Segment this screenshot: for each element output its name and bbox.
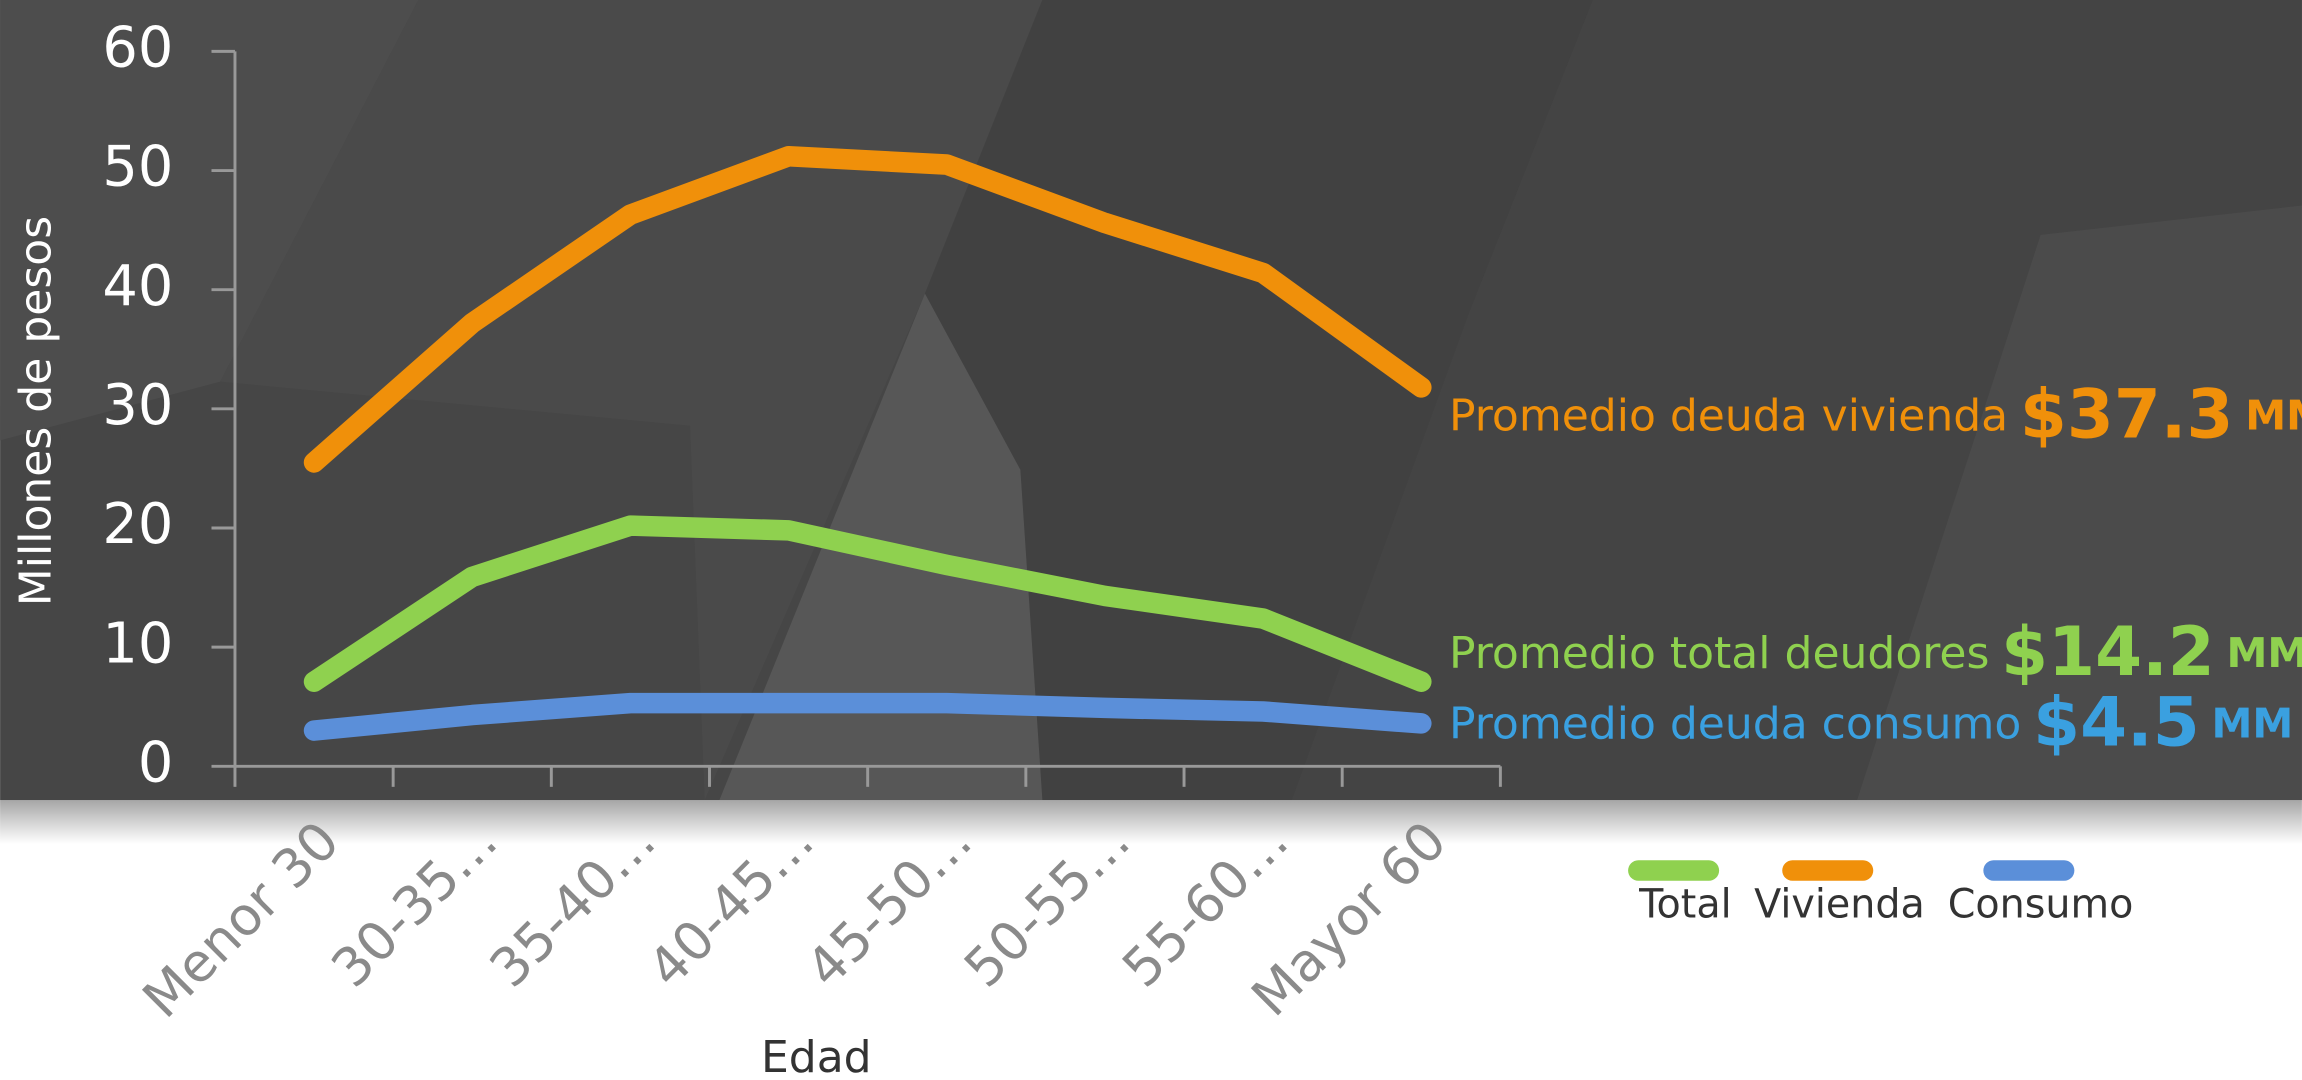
y-tick-label: 30: [102, 373, 173, 438]
series-line: [303, 515, 1432, 692]
annotation-unit: MM: [2245, 391, 2302, 439]
annotation-value: $37.3: [2020, 374, 2234, 453]
annotation-text: Promedio total deudores: [1449, 628, 1989, 679]
annotation-unit: MM: [2211, 700, 2293, 748]
legend-label: Consumo: [1948, 882, 2134, 928]
x-axis-label: Edad: [761, 1032, 872, 1080]
y-tick-label: 50: [102, 135, 173, 200]
series-line: [303, 692, 1432, 741]
annotation: Promedio deuda consumo $4.5 MM: [1449, 682, 2293, 761]
y-tick-label: 60: [102, 16, 173, 81]
legend-label: Total: [1638, 882, 1732, 928]
annotation-text: Promedio deuda consumo: [1449, 699, 2021, 750]
y-tick-label: 40: [102, 254, 173, 319]
legend-label: Vivienda: [1754, 882, 1925, 928]
annotation-value: $14.2: [2001, 612, 2215, 691]
y-tick-label: 0: [138, 730, 173, 795]
y-tick-label: 20: [102, 492, 173, 557]
y-tick-label: 10: [102, 611, 173, 676]
series-line: [303, 145, 1432, 473]
background: [0, 0, 2302, 845]
annotation-text: Promedio deuda vivienda: [1449, 390, 2008, 441]
y-axis-label: Millones de pesos: [10, 216, 61, 606]
annotation-unit: MM: [2226, 629, 2302, 677]
annotation: Promedio deuda vivienda$37.3MM: [1449, 374, 2302, 453]
annotation: Promedio total deudores $14.2 MM: [1449, 612, 2302, 691]
annotation-value: $4.5: [2033, 682, 2200, 761]
